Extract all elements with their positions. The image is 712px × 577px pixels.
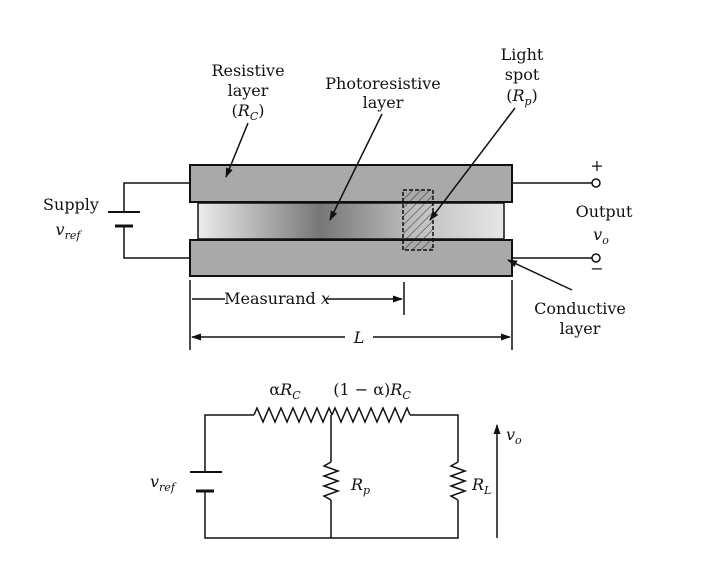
resistive-layer-line1: Resistive [211,61,284,80]
resistor-rp [321,461,341,501]
rl-label: RL [471,475,491,497]
wire-bottom [204,491,459,539]
equivalent-circuit [190,406,501,539]
output-minus: − [590,259,603,278]
resistive-layer [189,164,513,203]
conductive-layer-label: Conductive layer [534,299,626,338]
sensor-layers [189,164,513,277]
wire-left-top [204,414,254,472]
photoresistive-gap [197,202,505,240]
vref-label: vref [150,472,177,494]
light-spot-label: Light spot (Rp) [501,45,544,108]
resistive-layer-symbol: (RC) [232,101,265,123]
measurand-label: Measurand x [224,289,330,308]
resistor-one-minus-alpha-rc [331,406,411,424]
light-spot-line2: spot [505,65,540,84]
one-minus-alpha-rc-label: (1 − α)RC [333,380,411,402]
output-terminals [512,178,601,263]
output-text: Output [576,202,633,221]
conductive-layer [189,239,513,277]
conductive-layer-line1: Conductive [534,299,626,318]
photoresistive-layer-label: Photoresistive layer [325,74,440,112]
photoresistive-layer-line2: layer [363,93,404,112]
output-symbol: vo [593,225,609,247]
output-label: + Output vo − [576,156,633,278]
resistor-alpha-rc [253,406,333,424]
supply-symbol: vref [56,220,83,242]
resistive-layer-label: Resistive layer (RC) [211,61,284,123]
dimension-lines [189,280,513,350]
length-label: L [353,328,365,347]
rp-label: Rp [350,475,370,497]
resistor-rl [448,461,468,501]
supply-text: Supply [43,195,99,214]
supply-wiring [108,182,190,259]
vo-label: vo [506,425,522,447]
conductive-layer-line2: layer [560,319,601,338]
light-spot-line1: Light [501,45,544,64]
output-plus: + [590,156,603,175]
resistive-layer-line2: layer [228,81,269,100]
callout-arrows [225,107,573,291]
alpha-rc-label: αRC [269,380,301,402]
wire-right-top [410,414,459,462]
light-spot-symbol: (Rp) [506,86,538,108]
light-spot [402,189,434,251]
photoresistive-layer-line1: Photoresistive [325,74,440,93]
supply-label: Supply vref [43,195,99,242]
